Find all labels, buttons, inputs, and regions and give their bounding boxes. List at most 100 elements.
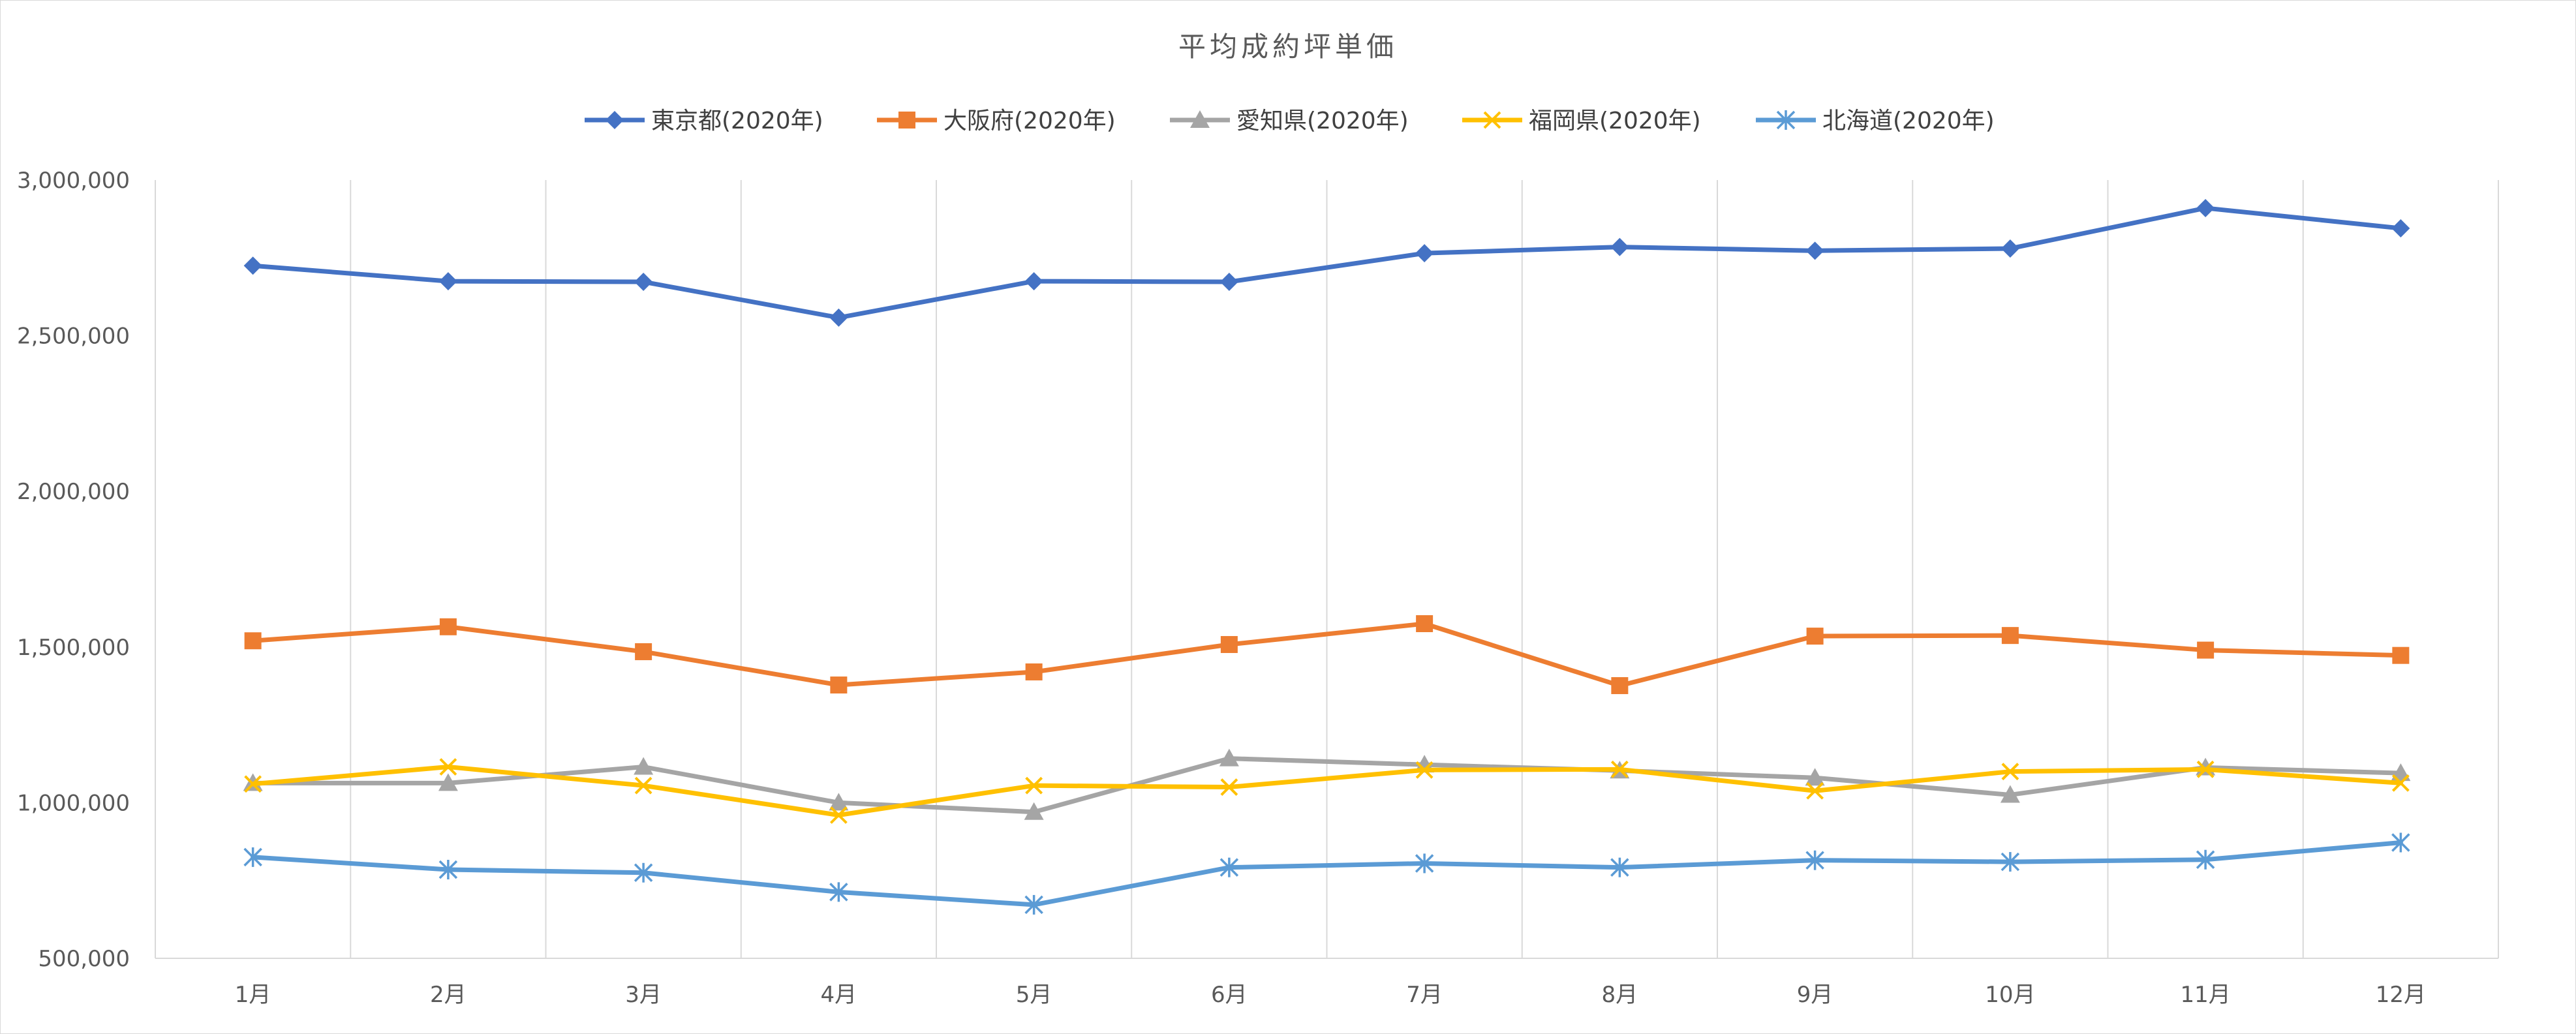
data-point-marker <box>829 806 848 824</box>
legend-label: 大阪府(2020年) <box>943 108 1116 134</box>
data-point-marker <box>1415 853 1434 874</box>
marker-stroke <box>2391 774 2410 792</box>
data-point-marker <box>1220 778 1238 796</box>
marker-stroke <box>2196 760 2215 778</box>
data-point-marker <box>606 111 624 129</box>
data-point-marker <box>635 643 652 660</box>
data-point-marker <box>243 847 262 867</box>
data-point-marker <box>1806 782 1824 800</box>
series-group <box>243 198 2411 915</box>
x-tick-label: 5月 <box>1016 982 1052 1008</box>
data-point-marker <box>1024 894 1043 915</box>
x-tick-label: 6月 <box>1211 982 1248 1008</box>
axes: 500,000 1,000,000 1,500,000 2,000,000 2,500,… <box>17 168 2498 1008</box>
data-point-marker <box>438 272 457 291</box>
series-2 <box>244 615 2410 694</box>
series-4 <box>244 758 2410 824</box>
legend-item: 東京都(2020年) <box>585 108 823 134</box>
data-point-marker <box>244 775 262 793</box>
series-line <box>251 765 2403 817</box>
data-point-marker <box>1806 628 1824 645</box>
y-tick-label: 1,000,000 <box>17 790 130 816</box>
data-point-marker <box>438 859 458 879</box>
marker-stroke <box>439 758 457 776</box>
x-tick-label: 2月 <box>430 982 467 1008</box>
data-point-marker <box>2391 832 2410 853</box>
data-point-marker <box>1024 802 1044 820</box>
data-point-marker <box>1219 273 1238 292</box>
data-point-marker <box>2196 849 2215 870</box>
data-point-marker <box>634 273 653 292</box>
data-point-marker <box>1805 850 1824 870</box>
legend-label: 愛知県(2020年) <box>1236 108 1409 134</box>
marker-stroke <box>244 775 262 793</box>
y-tick-label: 500,000 <box>38 946 130 972</box>
data-point-marker <box>2197 641 2215 659</box>
legend-item: 大阪府(2020年) <box>877 108 1116 134</box>
x-tick-label: 8月 <box>1602 982 1638 1008</box>
data-point-marker <box>244 632 262 650</box>
data-point-marker <box>2001 239 2019 258</box>
data-point-marker <box>439 758 457 776</box>
x-tick-label: 4月 <box>821 982 857 1008</box>
data-point-marker <box>2196 198 2215 217</box>
series-line <box>251 205 2403 320</box>
marker-stroke <box>2001 763 2019 781</box>
data-point-marker <box>1025 663 1043 680</box>
series-line <box>251 756 2403 815</box>
legend: 東京都(2020年) 大阪府(2020年) 愛知県(2020年) 福岡県(2020年)… <box>585 108 1995 134</box>
data-point-marker <box>634 757 654 775</box>
marker-stroke <box>1025 776 1043 795</box>
marker-stroke <box>1415 761 1434 779</box>
data-point-marker <box>1611 677 1629 694</box>
data-point-marker <box>1025 776 1043 795</box>
x-tick-label: 7月 <box>1406 982 1443 1008</box>
data-point-marker <box>2392 646 2410 664</box>
data-point-marker <box>634 862 653 883</box>
x-tick-label: 1月 <box>235 982 271 1008</box>
data-point-marker <box>439 618 457 635</box>
data-point-marker <box>829 882 848 902</box>
data-point-marker <box>1024 272 1043 291</box>
y-tick-label: 2,000,000 <box>17 479 130 505</box>
marker-stroke <box>1610 760 1629 778</box>
data-point-marker <box>1415 761 1434 779</box>
data-point-marker <box>1219 857 1239 877</box>
data-point-marker <box>438 773 458 791</box>
data-point-marker <box>1610 857 1629 877</box>
series-5 <box>243 832 2410 915</box>
data-point-marker <box>1220 635 1238 653</box>
data-point-marker <box>2001 763 2019 781</box>
series-line <box>251 840 2403 907</box>
data-point-marker <box>2000 785 2020 803</box>
legend-item: 北海道(2020年) <box>1756 108 1995 134</box>
marker-stroke <box>829 806 848 824</box>
legend-label: 北海道(2020年) <box>1822 108 1995 134</box>
x-tick-label: 3月 <box>625 982 662 1008</box>
legend-item: 愛知県(2020年) <box>1170 108 1409 134</box>
data-point-marker <box>2391 774 2410 792</box>
x-tick-label: 9月 <box>1797 982 1833 1008</box>
series-line <box>251 621 2403 688</box>
data-point-marker <box>829 793 849 811</box>
data-point-marker <box>1805 768 1825 786</box>
data-point-marker <box>1610 237 1629 256</box>
marker-stroke <box>634 776 652 795</box>
marker-stroke <box>1483 111 1501 129</box>
data-point-marker <box>1415 244 1434 263</box>
data-point-marker <box>2391 219 2410 237</box>
x-tick-label: 10月 <box>1985 982 2035 1008</box>
data-point-marker <box>830 677 848 694</box>
data-point-marker <box>1805 241 1824 260</box>
data-point-marker <box>1610 760 1629 778</box>
y-tick-label: 1,500,000 <box>17 635 130 661</box>
data-point-marker <box>243 256 262 275</box>
gridlines <box>155 180 2499 958</box>
data-point-marker <box>1219 748 1239 767</box>
chart-title: 平均成約坪単価 <box>1178 31 1398 63</box>
legend-label: 福岡県(2020年) <box>1529 108 1701 134</box>
series-1 <box>243 198 2410 327</box>
x-tick-label: 11月 <box>2180 982 2230 1008</box>
